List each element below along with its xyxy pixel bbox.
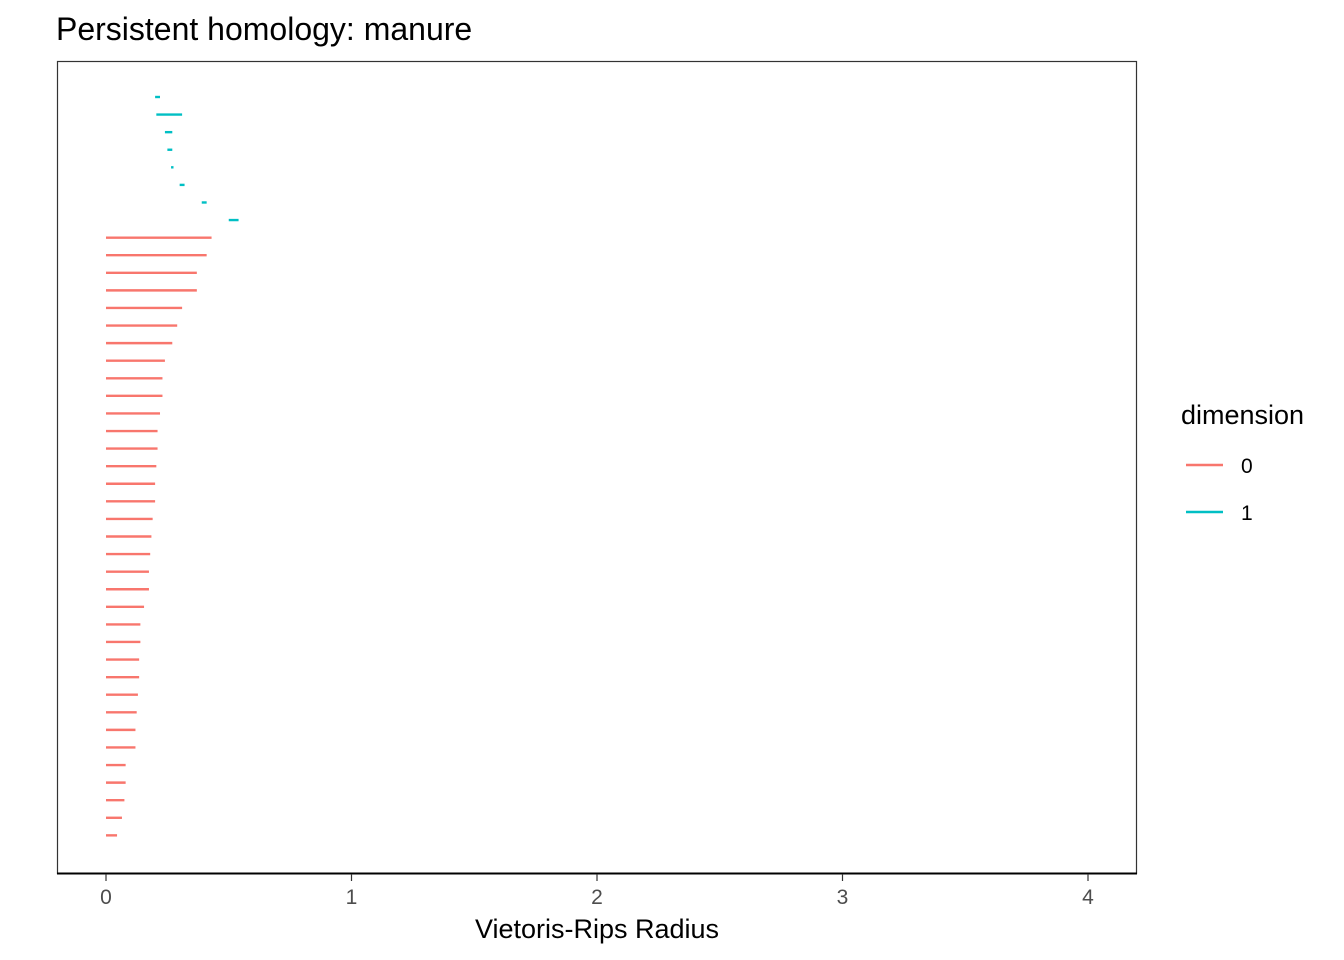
x-tick-label-2: 2 — [591, 886, 603, 909]
x-axis-ticks: 0 1 2 3 4 — [100, 874, 1094, 909]
legend-title: dimension — [1181, 400, 1304, 430]
bars-dimension-0 — [106, 236, 212, 837]
legend: dimension 0 1 — [1181, 400, 1304, 525]
legend-label-1: 1 — [1241, 502, 1253, 525]
x-tick-label-4: 4 — [1082, 886, 1094, 909]
plot-panel — [56, 60, 1138, 875]
x-tick-label-3: 3 — [837, 886, 849, 909]
x-tick-label-1: 1 — [346, 886, 358, 909]
legend-label-0: 0 — [1241, 455, 1253, 478]
x-axis-title: Vietoris-Rips Radius — [475, 914, 719, 944]
x-tick-label-0: 0 — [100, 886, 112, 909]
chart-title: Persistent homology: manure — [56, 11, 472, 47]
bars-dimension-1 — [155, 95, 239, 222]
